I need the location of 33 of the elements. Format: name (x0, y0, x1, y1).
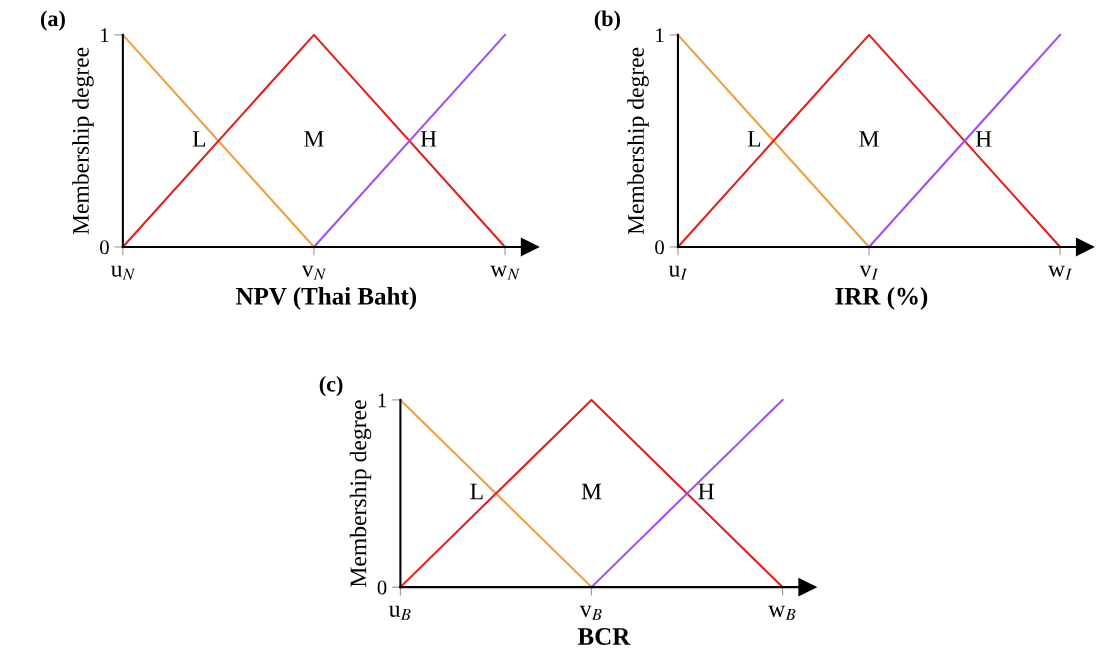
annotation: H (420, 131, 437, 147)
y-tick-label: 0 (100, 240, 109, 255)
x-tick-label: v$_{I}$ (859, 265, 879, 280)
x-tick-label: v$_{B}$ (579, 605, 602, 620)
chart-title: (b) (594, 10, 620, 31)
x-tick-label: w$_{I}$ (1048, 265, 1072, 280)
x-tick-label: u$_{B}$ (389, 605, 411, 620)
y-tick-label: 1 (101, 28, 109, 43)
y-tick-label: 0 (377, 580, 387, 595)
y-tick-label: 0 (655, 240, 664, 255)
x-axis-title: IRR (%) (835, 287, 928, 310)
x-axis-title: NPV (Thai Baht) (236, 287, 417, 310)
x-tick-label: w$_{B}$ (768, 605, 796, 620)
y-tick-label: 1 (656, 28, 664, 43)
x-tick-label: w$_{N}$ (490, 265, 520, 280)
x-axis-title: BCR (577, 628, 631, 645)
annotation: L (470, 483, 483, 500)
annotation: M (304, 131, 324, 147)
annotation: H (975, 131, 992, 147)
annotation: H (698, 483, 714, 500)
annotation: L (747, 131, 761, 147)
annotation: M (859, 131, 879, 147)
y-axis-title: Membership degree (72, 47, 94, 235)
annotation: L (192, 131, 206, 147)
annotation: M (581, 483, 602, 500)
chart-title: (c) (319, 376, 343, 397)
y-axis-title: Membership degree (627, 47, 649, 235)
x-tick-label: u$_{N}$ (111, 265, 135, 280)
x-tick-label: v$_{N}$ (301, 265, 326, 280)
y-axis-title: Membership degree (349, 400, 372, 587)
y-tick-label: 1 (378, 393, 386, 408)
x-tick-label: u$_{I}$ (668, 265, 688, 280)
chart-title: (a) (40, 10, 65, 31)
